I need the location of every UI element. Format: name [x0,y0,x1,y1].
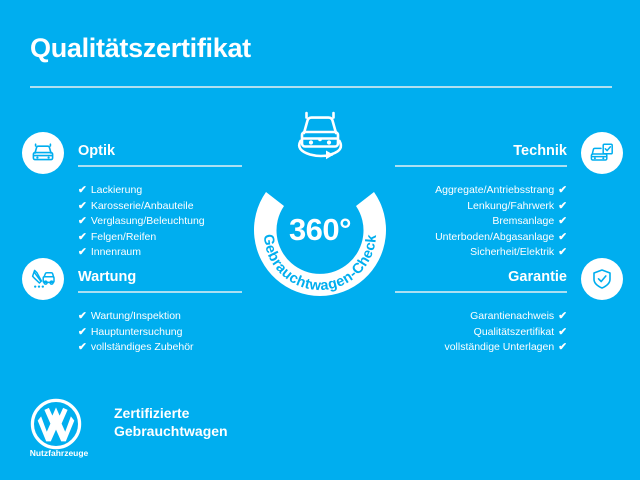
footer-line-2: Gebrauchtwagen [114,423,228,439]
car-clipboard-icon [581,132,623,174]
list-item: Qualitätszertifikat ✔ [395,325,567,341]
footer-text: Zertifizierte Gebrauchtwagen [114,404,228,440]
check-icon: ✔ [558,341,567,353]
list-item-label: Innenraum [90,246,142,258]
footer: Nutzfahrzeuge Zertifizierte Gebrauchtwag… [30,398,430,458]
list-item-label: Garantienachweis [470,310,555,322]
check-icon: ✔ [558,246,567,258]
list-item: Sicherheit/Elektrik ✔ [395,245,567,261]
list-item-label: Wartung/Inspektion [90,310,181,322]
list-item: Unterboden/Abgasanlage ✔ [395,230,567,246]
check-icon: ✔ [558,325,567,338]
list-item: Bremsanlage ✔ [395,214,567,230]
section-header: Optik [22,132,242,174]
section-divider [78,165,242,167]
section-technik: Technik Aggregate/Antriebsstrang ✔ Lenkun… [395,132,623,261]
list-item: ✔ Innenraum [78,245,242,261]
list-item: ✔ Karosserie/Anbauteile [78,199,242,215]
section-divider [78,291,242,293]
badge-ring: Gebrauchtwagen-Check [238,158,402,298]
checklist-technik: Aggregate/Antriebsstrang ✔ Lenkung/Fahrwe… [395,183,567,261]
checklist-wartung: ✔ Wartung/Inspektion ✔ Hauptuntersuchung ✔… [78,309,242,356]
check-icon: ✔ [558,310,567,322]
wrench-car-icon [22,258,64,300]
section-title: Optik [78,143,116,159]
check-icon: ✔ [78,341,87,353]
check-icon: ✔ [558,215,567,227]
section-divider [395,291,567,293]
section-title: Garantie [508,269,567,285]
list-item: Garantienachweis ✔ [395,309,567,325]
section-garantie: Garantie Garantienachweis ✔ Qualitätszert… [395,258,623,356]
list-item: Lenkung/Fahrwerk ✔ [395,199,567,215]
list-item-label: Felgen/Reifen [90,230,157,243]
list-item: Aggregate/Antriebsstrang ✔ [395,183,567,199]
check-icon: ✔ [78,184,87,196]
badge-360-gebrauchtwagen-check: Gebrauchtwagen-Check 360° [238,108,402,298]
check-icon: ✔ [558,199,567,212]
check-icon: ✔ [558,230,567,243]
check-icon: ✔ [78,199,87,212]
section-header: Technik [395,132,623,174]
check-icon: ✔ [558,184,567,196]
checklist-optik: ✔ Lackierung ✔ Karosserie/Anbauteile ✔ Verg… [78,183,242,261]
page-title: Qualitätszertifikat [30,33,251,63]
list-item-label: Unterboden/Abgasanlage [435,230,555,243]
list-item: vollständige Unterlagen ✔ [395,340,567,356]
list-item-label: Qualitätszertifikat [473,325,555,338]
list-item-label: Lackierung [90,184,143,196]
vw-logo-subtitle: Nutzfahrzeuge [29,448,89,458]
car-front-icon [22,132,64,174]
list-item: ✔ Wartung/Inspektion [78,309,242,325]
section-title: Technik [513,143,567,159]
section-divider [395,165,567,167]
list-item: ✔ vollständiges Zubehör [78,340,242,356]
list-item-label: vollständige Unterlagen [444,341,555,353]
check-icon: ✔ [78,215,87,227]
check-icon: ✔ [78,246,87,258]
footer-line-1: Zertifizierte [114,405,190,421]
list-item-label: Bremsanlage [492,215,555,227]
section-title: Wartung [78,269,137,285]
list-item: ✔ Hauptuntersuchung [78,325,242,341]
checklist-garantie: Garantienachweis ✔ Qualitätszertifikat ✔ v… [395,309,567,356]
list-item-label: Hauptuntersuchung [90,325,183,338]
section-optik: Optik ✔ Lackierung ✔ Karosserie/Anbauteile… [22,132,242,261]
shield-check-icon [581,258,623,300]
section-header: Wartung [22,258,242,300]
list-item: ✔ Felgen/Reifen [78,230,242,246]
list-item-label: vollständiges Zubehör [90,341,194,353]
list-item-label: Aggregate/Antriebsstrang [435,184,555,196]
check-icon: ✔ [78,230,87,243]
list-item: ✔ Lackierung [78,183,242,199]
list-item-label: Sicherheit/Elektrik [470,246,555,258]
check-icon: ✔ [78,325,87,338]
section-wartung: Wartung ✔ Wartung/Inspektion ✔ Hauptunters… [22,258,242,356]
title-divider [30,86,612,88]
list-item-label: Verglasung/Beleuchtung [90,215,205,227]
section-header: Garantie [395,258,623,300]
check-icon: ✔ [78,310,87,322]
vw-logo [30,398,82,450]
list-item: ✔ Verglasung/Beleuchtung [78,214,242,230]
list-item-label: Lenkung/Fahrwerk [467,199,555,212]
car-rotate-icon [287,108,353,166]
list-item-label: Karosserie/Anbauteile [90,199,194,212]
